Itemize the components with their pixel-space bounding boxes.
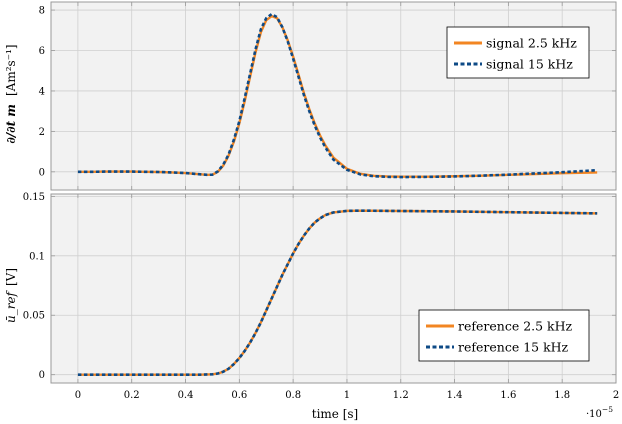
- bottom-y-label-unit: [V]: [4, 268, 18, 286]
- bottom-panel: 0 0.05 0.1 0.15 reference 2.5 kHz reference 1…: [23, 192, 617, 384]
- top-y-tick-label: 4: [39, 86, 45, 97]
- top-y-tick-label: 2: [39, 127, 45, 138]
- x-tick-label: 1: [344, 390, 350, 401]
- x-axis-label: time [s]: [312, 407, 358, 421]
- bottom-series-line-1: [77, 209, 598, 376]
- top-frame: [50, 1, 617, 191]
- bottom-legend-label: reference 15 kHz: [458, 340, 569, 355]
- bottom-y-tick-label: 0.05: [23, 311, 45, 322]
- top-y-label-math: ∂/∂t m: [4, 104, 18, 144]
- x-axis-multiplier: ·10−5: [586, 405, 613, 420]
- bottom-legend-label: reference 2.5 kHz: [458, 319, 573, 334]
- x-axis-multiplier-base: ·10: [586, 409, 602, 420]
- top-y-tick-label: 8: [39, 6, 45, 17]
- bottom-y-tick-label: 0.1: [29, 251, 45, 262]
- x-tick-label: 1.6: [500, 390, 516, 401]
- x-tick-label: 1.4: [447, 390, 463, 401]
- x-tick-label: 0.6: [231, 390, 247, 401]
- bottom-y-tick-label: 0.15: [23, 192, 45, 203]
- top-legend: signal 2.5 kHz signal 15 kHz: [446, 26, 590, 79]
- top-y-tick-label: 6: [39, 46, 45, 57]
- top-legend-label: signal 15 kHz: [486, 57, 573, 72]
- x-tick-label: 0.2: [124, 390, 140, 401]
- bottom-frame: [50, 193, 617, 384]
- top-y-tick-label: 0: [39, 167, 45, 178]
- top-legend-box: [446, 26, 590, 79]
- top-y-label-unit: [Am²s⁻¹]: [4, 44, 18, 96]
- x-tick-label: 0.8: [285, 390, 301, 401]
- bottom-y-tick-label: 0: [39, 370, 45, 381]
- bottom-legend: reference 2.5 kHz reference 15 kHz: [418, 309, 590, 362]
- bottom-y-label-math: ū_ref: [4, 289, 18, 323]
- x-tick-label: 0: [75, 390, 81, 401]
- x-tick-label: 0.4: [178, 390, 194, 401]
- top-y-axis-label: ∂/∂t m [Am²s⁻¹]: [4, 44, 18, 143]
- top-series-line-1: [77, 12, 598, 179]
- bottom-legend-box: [418, 309, 590, 362]
- top-panel: 0 2 4 6 8 signal 2.5 kHz signal 15 kHz: [39, 1, 617, 191]
- bottom-y-axis-label: ū_ref [V]: [4, 268, 18, 323]
- x-tick-label: 1.8: [554, 390, 570, 401]
- top-legend-label: signal 2.5 kHz: [486, 36, 577, 51]
- x-tick-label: 1.2: [393, 390, 409, 401]
- x-tick-label: 2: [613, 390, 619, 401]
- x-axis-multiplier-exponent: −5: [602, 405, 613, 414]
